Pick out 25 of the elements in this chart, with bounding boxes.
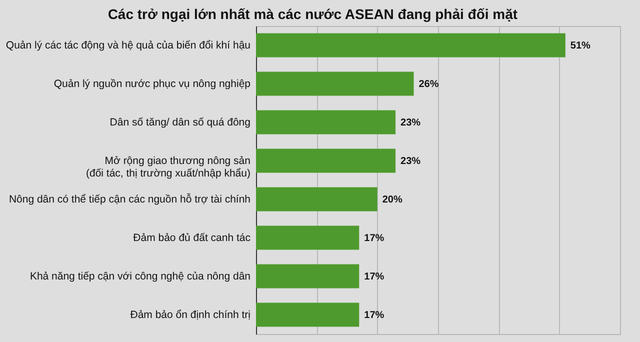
data-label: 17% <box>364 232 384 244</box>
bar <box>256 264 360 288</box>
bar <box>256 187 378 212</box>
y-tick-label: Mở rộng giao thương nông sản (đối tác, thị trường xuất/nhập khẩu) <box>86 154 251 180</box>
y-tick-label: Khả năng tiếp cận với công nghệ của nông dân <box>30 270 251 282</box>
data-label: 17% <box>364 271 384 282</box>
y-tick-label: Nông dân có thể tiếp cận các nguồn hỗ trợ tài chính <box>8 192 251 206</box>
data-label: 23% <box>400 156 421 167</box>
y-tick-label: Đảm bảo đủ đất canh tác <box>133 232 250 244</box>
y-tick-label: Đảm bảo ổn định chính trị <box>130 308 250 321</box>
bar <box>256 302 360 327</box>
bar <box>256 226 360 250</box>
chart-title: Các trở ngại lớn nhất mà các nước ASEAN đang phải đối mặt <box>108 6 518 22</box>
data-label: 20% <box>382 194 402 206</box>
y-tick-label: Dân số tăng/ dân số quá đông <box>110 116 251 128</box>
y-tick-label: Quản lý các tác động và hệ quả của biến đổi khí hậu <box>6 39 251 52</box>
y-tick-label: Quản lý nguồn nước phục vụ nông nghiệp <box>54 78 251 90</box>
bar <box>256 148 396 173</box>
data-label: 51% <box>570 40 591 52</box>
bar <box>256 110 396 134</box>
bar <box>256 72 414 96</box>
bar <box>256 33 566 58</box>
data-label: 23% <box>400 117 421 128</box>
data-label: 17% <box>364 310 384 321</box>
data-label: 26% <box>418 78 439 90</box>
